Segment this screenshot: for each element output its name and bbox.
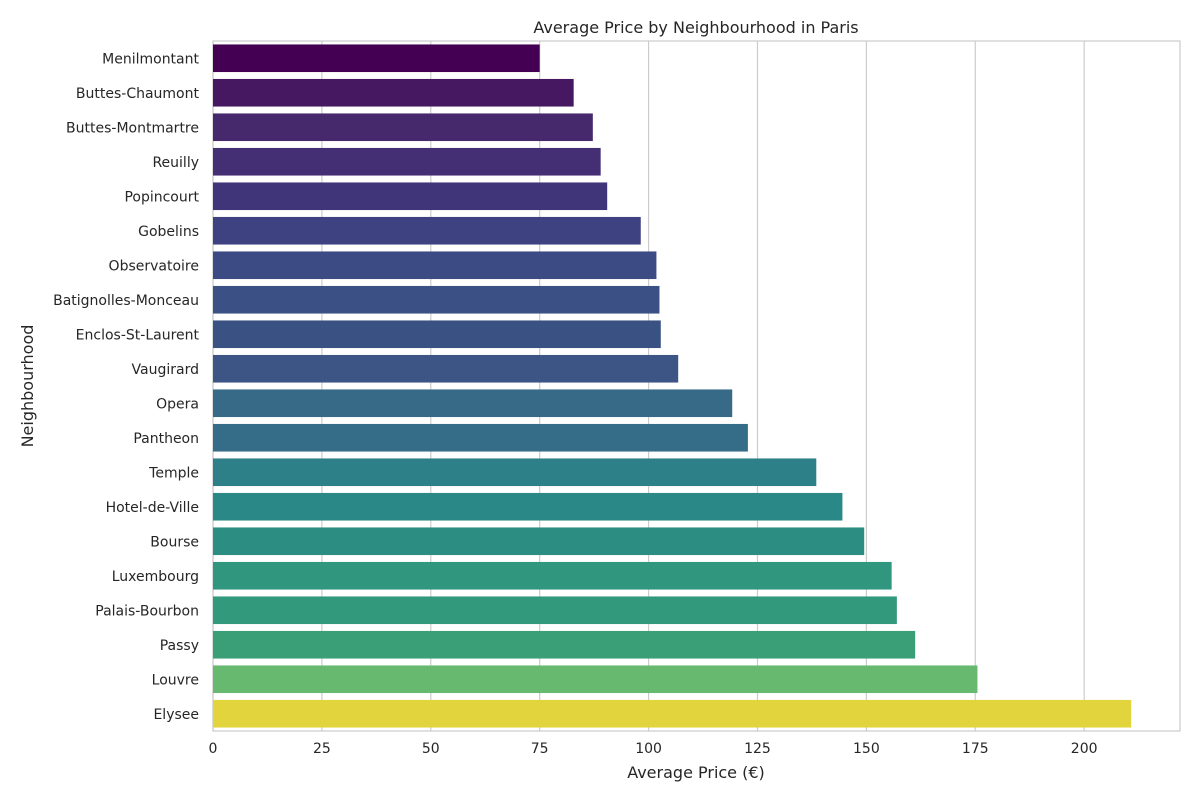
category-label: Buttes-Montmartre	[66, 120, 199, 136]
x-tick-label: 25	[313, 741, 331, 757]
bars	[213, 44, 1132, 728]
category-label: Palais-Bourbon	[95, 603, 199, 619]
x-tick-label: 50	[422, 741, 440, 757]
bar-palais-bourbon	[213, 596, 897, 625]
x-tick-label: 0	[209, 741, 218, 757]
category-label: Observatoire	[109, 258, 199, 274]
bar-hotel-de-ville	[213, 492, 843, 521]
category-label: Pantheon	[133, 431, 199, 447]
bar-luxembourg	[213, 561, 892, 590]
bar-buttes-chaumont	[213, 78, 574, 107]
category-label: Enclos-St-Laurent	[76, 327, 200, 343]
bar-menilmontant	[213, 44, 540, 73]
plot-area	[212, 40, 1181, 732]
category-label: Popincourt	[124, 189, 199, 205]
category-label: Menilmontant	[102, 51, 199, 67]
x-axis-label: Average Price (€)	[627, 763, 765, 782]
y-axis-label: Neighbourhood	[18, 325, 37, 448]
category-label: Reuilly	[152, 155, 199, 171]
category-label: Gobelins	[138, 224, 199, 240]
bar-bourse	[213, 527, 865, 556]
category-label: Batignolles-Monceau	[53, 293, 199, 309]
category-label: Bourse	[150, 534, 199, 550]
category-label: Opera	[156, 396, 199, 412]
bar-louvre	[213, 665, 978, 694]
category-label: Luxembourg	[112, 569, 199, 585]
bar-pantheon	[213, 423, 748, 452]
bar-temple	[213, 458, 817, 487]
x-tick-label: 125	[744, 741, 771, 757]
bar-buttes-montmartre	[213, 113, 593, 142]
bar-enclos-st-laurent	[213, 320, 661, 349]
chart-title: Average Price by Neighbourhood in Paris	[533, 18, 858, 37]
bar-opera	[213, 389, 733, 418]
bar-batignolles-monceau	[213, 285, 660, 314]
x-tick-label: 75	[531, 741, 549, 757]
bar-gobelins	[213, 216, 641, 245]
category-label: Hotel-de-Ville	[106, 500, 199, 516]
x-tick-label: 150	[853, 741, 880, 757]
bar-observatoire	[213, 251, 657, 280]
category-labels: Menilmontant Buttes-Chaumont Buttes-Montma…	[53, 51, 199, 723]
category-label: Temple	[148, 465, 199, 481]
bar-vaugirard	[213, 354, 679, 383]
category-label: Elysee	[153, 707, 199, 723]
category-label: Passy	[160, 638, 199, 654]
bar-elysee	[213, 699, 1132, 728]
category-label: Vaugirard	[132, 362, 199, 378]
x-tick-labels: 0 25 50 75 100 125 150 175 200	[209, 741, 1098, 757]
category-label: Louvre	[152, 672, 199, 688]
x-tick-label: 175	[962, 741, 989, 757]
bar-reuilly	[213, 147, 601, 176]
bar-popincourt	[213, 182, 608, 211]
x-tick-label: 100	[635, 741, 662, 757]
x-tick-label: 200	[1071, 741, 1098, 757]
bar-passy	[213, 630, 916, 659]
category-label: Buttes-Chaumont	[76, 86, 200, 102]
